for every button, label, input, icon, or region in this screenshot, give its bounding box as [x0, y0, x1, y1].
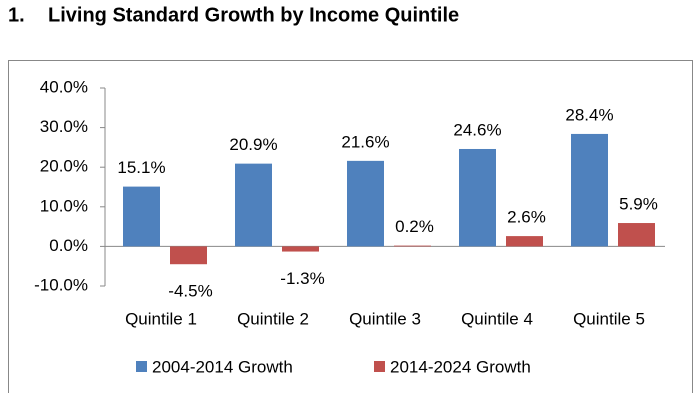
data-label: -1.3% — [280, 269, 324, 288]
bar — [618, 223, 655, 247]
bar — [459, 148, 496, 247]
chart-title: Living Standard Growth by Income Quintil… — [48, 4, 459, 26]
x-tick-label: Quintile 3 — [349, 309, 421, 328]
data-label: 21.6% — [341, 132, 389, 151]
x-tick-label: Quintile 4 — [461, 309, 533, 328]
data-label: 0.2% — [395, 217, 434, 236]
y-tick-label: -10.0% — [34, 275, 88, 294]
y-tick-label: 10.0% — [40, 196, 88, 215]
chart-number: 1. — [8, 4, 25, 26]
y-tick-label: 30.0% — [40, 117, 88, 136]
bar — [506, 236, 543, 247]
data-label: 15.1% — [117, 158, 165, 177]
legend-swatch — [374, 361, 385, 372]
y-tick-label: 40.0% — [40, 77, 88, 96]
chart-border — [8, 60, 693, 398]
data-label: 20.9% — [229, 135, 277, 154]
data-label: -4.5% — [168, 282, 212, 301]
bar — [571, 133, 608, 247]
bar — [347, 160, 384, 247]
bar — [123, 186, 160, 247]
data-label: 24.6% — [453, 120, 501, 139]
x-tick-label: Quintile 2 — [237, 309, 309, 328]
y-tick-label: 0.0% — [49, 236, 88, 255]
legend-label: 2004-2014 Growth — [152, 357, 293, 376]
legend-swatch — [136, 361, 147, 372]
data-label: 28.4% — [565, 105, 613, 124]
y-tick-label: 20.0% — [40, 157, 88, 176]
legend-label: 2014-2024 Growth — [390, 357, 531, 376]
data-label: 2.6% — [507, 208, 546, 227]
bar — [394, 245, 431, 247]
data-label: 5.9% — [619, 195, 658, 214]
bar — [282, 246, 319, 252]
bar — [235, 163, 272, 247]
x-tick-label: Quintile 1 — [125, 309, 197, 328]
bar — [170, 246, 207, 265]
x-tick-label: Quintile 5 — [573, 309, 645, 328]
